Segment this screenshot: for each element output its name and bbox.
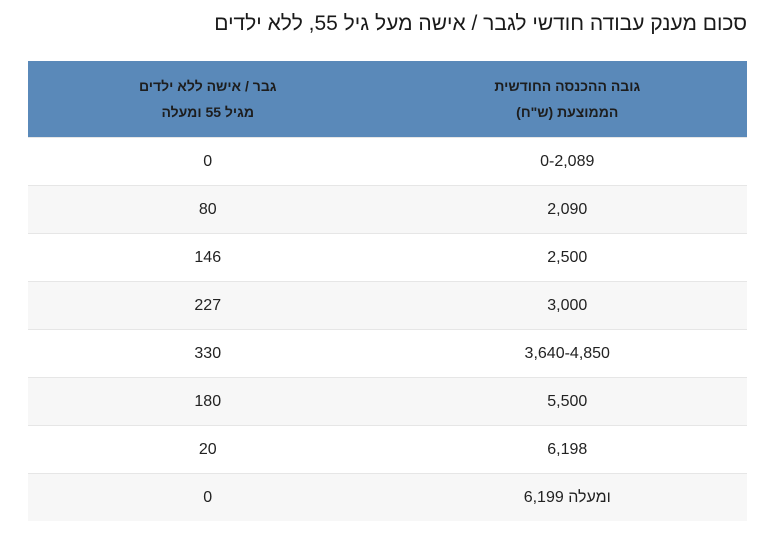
- page-title: סכום מענק עבודה חודשי לגבר / אישה מעל גי…: [214, 12, 747, 35]
- table-header-row: גובה ההכנסה החודשית הממוצעת (ש"ח) גבר / …: [28, 61, 747, 138]
- cell-grant: 0: [28, 137, 388, 186]
- cell-grant: 20: [28, 425, 388, 474]
- cell-income: 3,640-4,850: [387, 329, 747, 378]
- table-row: 3,000 227: [28, 281, 747, 330]
- table-row: 6,199 ומעלה 0: [28, 473, 747, 521]
- cell-grant: 330: [28, 329, 388, 378]
- table-row: 0-2,089 0: [28, 137, 747, 186]
- cell-income: 3,000: [387, 281, 747, 330]
- cell-income: 0-2,089: [387, 137, 747, 186]
- header-income-line2: הממוצעת (ש"ח): [516, 104, 619, 120]
- cell-grant: 227: [28, 281, 388, 330]
- table-row: 2,500 146: [28, 233, 747, 282]
- cell-grant: 0: [28, 473, 388, 521]
- cell-income: 2,090: [387, 185, 747, 234]
- header-grant: גבר / אישה ללא ילדים מגיל 55 ומעלה: [28, 61, 388, 138]
- cell-grant: 146: [28, 233, 388, 282]
- table-row: 5,500 180: [28, 377, 747, 426]
- cell-income: 2,500: [387, 233, 747, 282]
- cell-income: 5,500: [387, 377, 747, 426]
- header-grant-line2: מגיל 55 ומעלה: [161, 104, 255, 120]
- header-grant-line1: גבר / אישה ללא ילדים: [138, 78, 277, 94]
- table-row: 6,198 20: [28, 425, 747, 474]
- cell-grant: 80: [28, 185, 388, 234]
- cell-income: 6,199 ומעלה: [387, 473, 747, 521]
- header-income: גובה ההכנסה החודשית הממוצעת (ש"ח): [387, 61, 747, 138]
- cell-income: 6,198: [387, 425, 747, 474]
- grant-table: גובה ההכנסה החודשית הממוצעת (ש"ח) גבר / …: [28, 61, 747, 521]
- cell-grant: 180: [28, 377, 388, 426]
- table-row: 2,090 80: [28, 185, 747, 234]
- table-row: 3,640-4,850 330: [28, 329, 747, 378]
- header-income-line1: גובה ההכנסה החודשית: [494, 78, 641, 94]
